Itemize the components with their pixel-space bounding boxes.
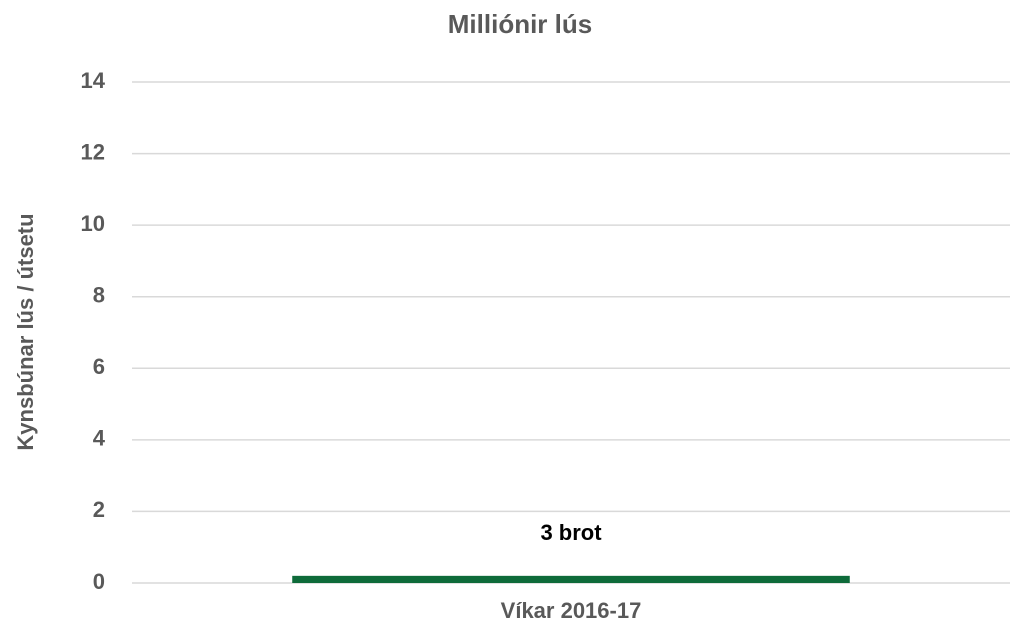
y-tick-label: 14 bbox=[81, 68, 106, 93]
y-tick-label: 4 bbox=[93, 426, 106, 451]
y-tick-label: 2 bbox=[93, 497, 105, 522]
y-tick-label: 10 bbox=[81, 211, 105, 236]
x-tick-label: Víkar 2016-17 bbox=[501, 598, 642, 623]
bar bbox=[292, 575, 850, 583]
y-tick-label: 12 bbox=[81, 139, 105, 164]
y-tick-label: 0 bbox=[93, 569, 105, 594]
chart-title: Milliónir lús bbox=[448, 9, 592, 39]
y-axis-label: Kynsbúnar lús / útsetu bbox=[13, 213, 38, 450]
y-tick-label: 8 bbox=[93, 283, 105, 308]
annotation: 3 brot bbox=[540, 520, 602, 545]
y-tick-label: 6 bbox=[93, 354, 105, 379]
